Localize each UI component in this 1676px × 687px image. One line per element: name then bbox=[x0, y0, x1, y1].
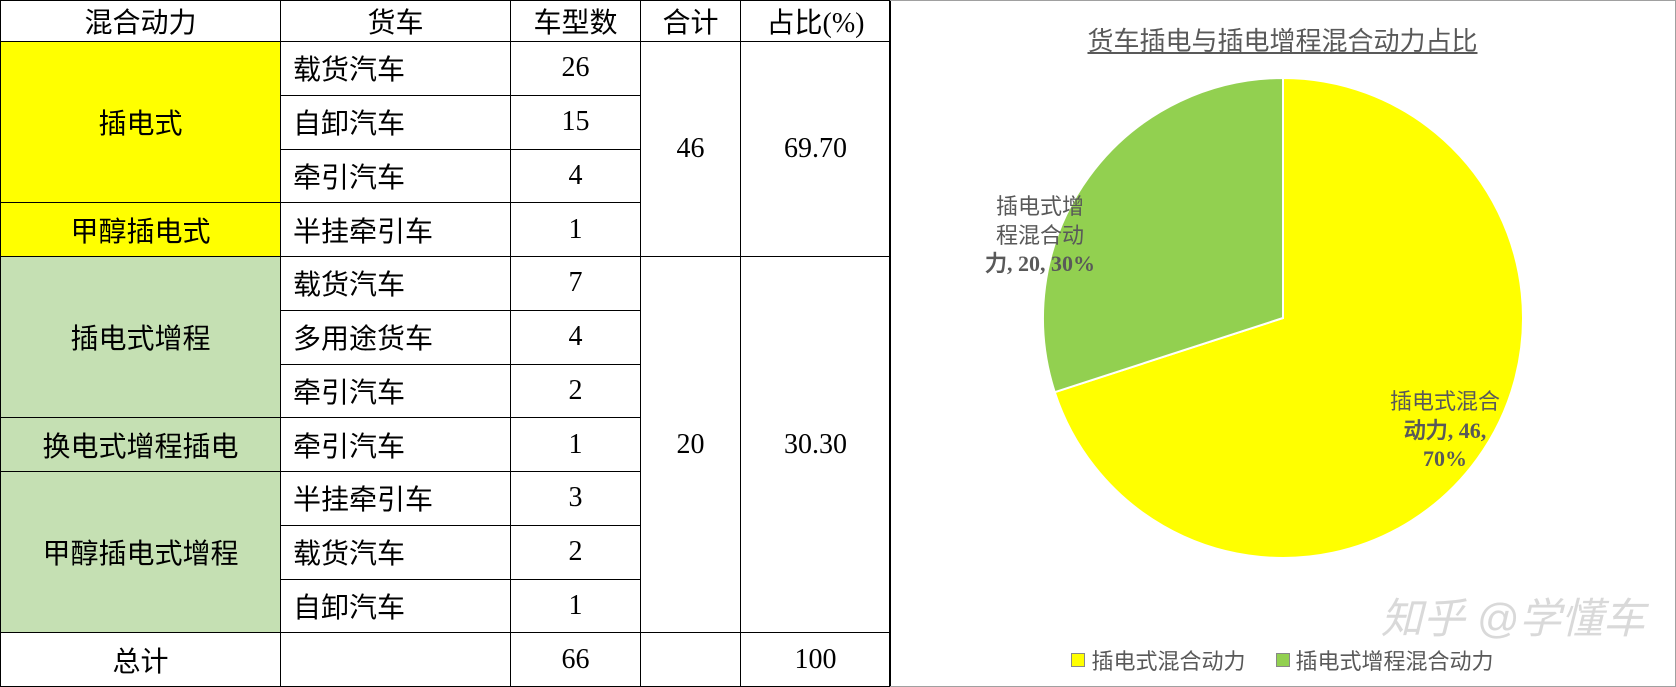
th-total: 合计 bbox=[641, 1, 741, 42]
cell-footer-percent: 100 bbox=[741, 633, 891, 687]
cell-truck-type: 载货汽车 bbox=[281, 257, 511, 311]
legend-label: 插电式混合动力 bbox=[1091, 644, 1245, 676]
cell-footer-blank bbox=[281, 633, 511, 687]
th-truck: 货车 bbox=[281, 1, 511, 42]
table-row: 插电式载货汽车264669.70 bbox=[1, 42, 891, 96]
legend-swatch bbox=[1276, 653, 1290, 667]
pie-slice-label: 插电式增程混合动力, 20, 30% bbox=[985, 193, 1095, 279]
cell-truck-type: 牵引汽车 bbox=[281, 149, 511, 203]
hybrid-table: 混合动力 货车 车型数 合计 占比(%) 插电式载货汽车264669.70自卸汽… bbox=[0, 0, 891, 687]
cell-truck-type: 自卸汽车 bbox=[281, 95, 511, 149]
chart-title: 货车插电与插电增程混合动力占比 bbox=[910, 21, 1655, 58]
cell-count: 1 bbox=[511, 579, 641, 633]
cell-count: 15 bbox=[511, 95, 641, 149]
cell-count: 7 bbox=[511, 257, 641, 311]
cell-count: 4 bbox=[511, 310, 641, 364]
cell-count: 4 bbox=[511, 149, 641, 203]
table-footer-row: 总计 66 100 bbox=[1, 633, 891, 687]
cell-count: 26 bbox=[511, 42, 641, 96]
cell-percent: 30.30 bbox=[741, 257, 891, 633]
cell-truck-type: 自卸汽车 bbox=[281, 579, 511, 633]
cell-hybrid-type: 甲醇插电式增程 bbox=[1, 472, 281, 633]
chart-panel: 货车插电与插电增程混合动力占比 插电式混合动力, 46,70% 插电式增程混合动力… bbox=[890, 0, 1676, 687]
table-row: 插电式增程载货汽车72030.30 bbox=[1, 257, 891, 311]
cell-truck-type: 半挂牵引车 bbox=[281, 472, 511, 526]
legend-item: 插电式混合动力 bbox=[1071, 644, 1245, 676]
data-table-panel: 混合动力 货车 车型数 合计 占比(%) 插电式载货汽车264669.70自卸汽… bbox=[0, 0, 890, 687]
cell-count: 3 bbox=[511, 472, 641, 526]
th-hybrid: 混合动力 bbox=[1, 1, 281, 42]
cell-hybrid-type: 插电式增程 bbox=[1, 257, 281, 418]
legend-label: 插电式增程混合动力 bbox=[1296, 644, 1494, 676]
chart-legend: 插电式混合动力 插电式增程混合动力 bbox=[890, 644, 1675, 676]
cell-percent: 69.70 bbox=[741, 42, 891, 257]
cell-hybrid-type: 甲醇插电式 bbox=[1, 203, 281, 257]
cell-count: 2 bbox=[511, 364, 641, 418]
cell-hybrid-type: 插电式 bbox=[1, 42, 281, 203]
cell-total: 46 bbox=[641, 42, 741, 257]
th-percent: 占比(%) bbox=[741, 1, 891, 42]
cell-count: 1 bbox=[511, 418, 641, 472]
cell-truck-type: 半挂牵引车 bbox=[281, 203, 511, 257]
pie-slice-label: 插电式混合动力, 46,70% bbox=[1390, 388, 1500, 474]
cell-footer-count: 66 bbox=[511, 633, 641, 687]
cell-truck-type: 牵引汽车 bbox=[281, 364, 511, 418]
table-header-row: 混合动力 货车 车型数 合计 占比(%) bbox=[1, 1, 891, 42]
cell-total: 20 bbox=[641, 257, 741, 633]
cell-truck-type: 牵引汽车 bbox=[281, 418, 511, 472]
pie-chart-wrap: 插电式混合动力, 46,70% 插电式增程混合动力, 20, 30% bbox=[910, 68, 1655, 568]
cell-count: 1 bbox=[511, 203, 641, 257]
pie-chart bbox=[1033, 68, 1533, 568]
cell-footer-label: 总计 bbox=[1, 633, 281, 687]
cell-hybrid-type: 换电式增程插电 bbox=[1, 418, 281, 472]
cell-count: 2 bbox=[511, 525, 641, 579]
legend-item: 插电式增程混合动力 bbox=[1276, 644, 1494, 676]
cell-footer-blank2 bbox=[641, 633, 741, 687]
cell-truck-type: 多用途货车 bbox=[281, 310, 511, 364]
watermark: 知乎 @学懂车 bbox=[1381, 585, 1645, 646]
th-model-count: 车型数 bbox=[511, 1, 641, 42]
cell-truck-type: 载货汽车 bbox=[281, 42, 511, 96]
legend-swatch bbox=[1071, 653, 1085, 667]
cell-truck-type: 载货汽车 bbox=[281, 525, 511, 579]
